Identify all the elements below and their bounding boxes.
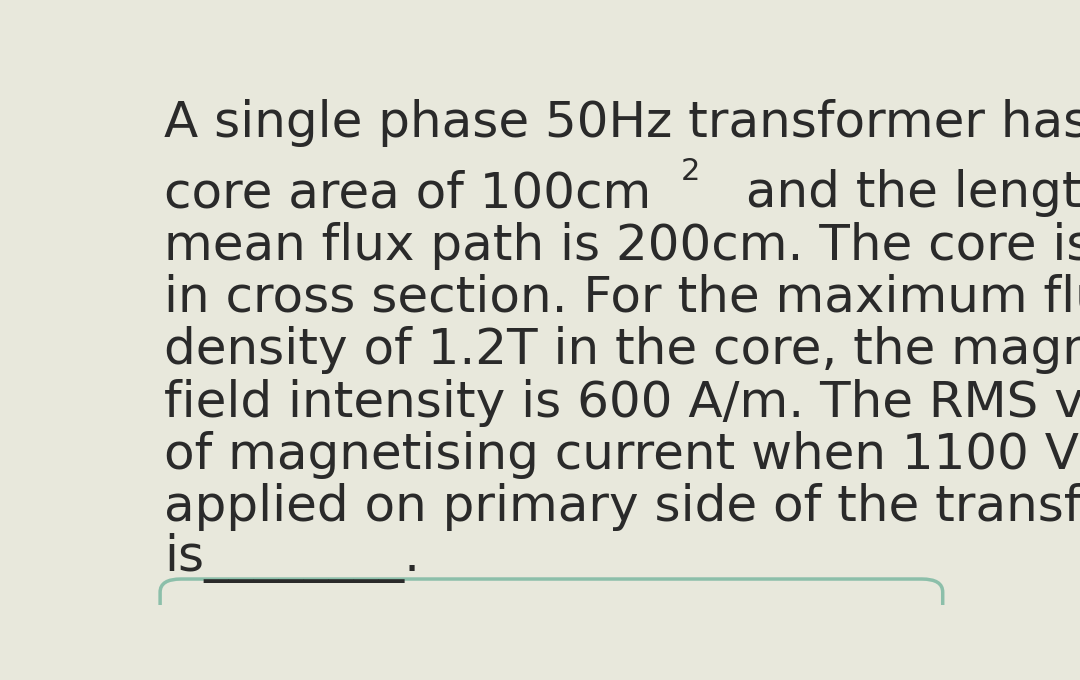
Text: and the length of the: and the length of the [729, 169, 1080, 218]
Text: 2: 2 [680, 157, 700, 186]
Text: density of 1.2T in the core, the magnetic: density of 1.2T in the core, the magneti… [164, 326, 1080, 375]
Text: core area of 100cm: core area of 100cm [164, 169, 651, 218]
Text: A single phase 50Hz transformer has net: A single phase 50Hz transformer has net [164, 99, 1080, 147]
Text: is________.: is________. [164, 533, 420, 583]
Text: field intensity is 600 A/m. The RMS value: field intensity is 600 A/m. The RMS valu… [164, 379, 1080, 427]
Text: in cross section. For the maximum flux: in cross section. For the maximum flux [164, 274, 1080, 322]
Text: mean flux path is 200cm. The core is square: mean flux path is 200cm. The core is squ… [164, 222, 1080, 270]
Text: 2: 2 [680, 157, 700, 186]
Text: applied on primary side of the transformer: applied on primary side of the transform… [164, 483, 1080, 532]
Text: of magnetising current when 1100 V is: of magnetising current when 1100 V is [164, 431, 1080, 479]
